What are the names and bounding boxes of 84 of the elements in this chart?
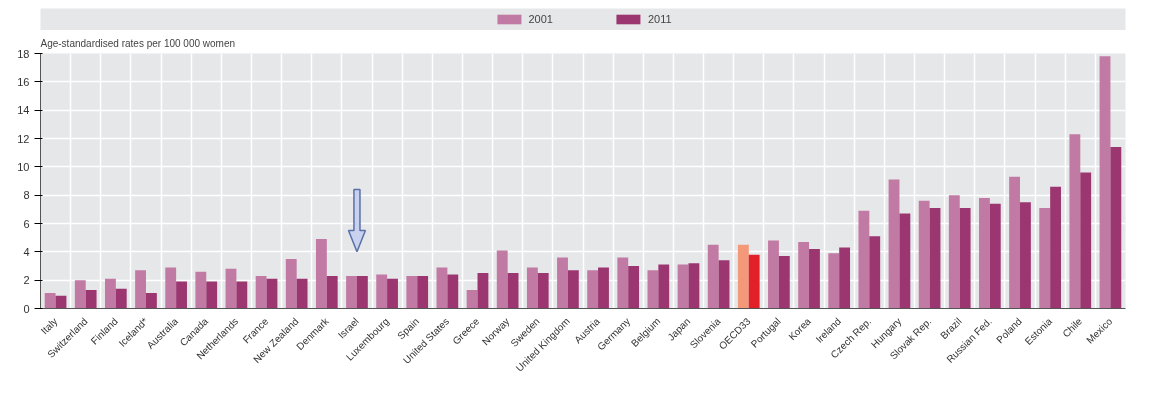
bar [447, 274, 459, 309]
bar [959, 207, 971, 309]
bar [989, 203, 1001, 309]
bar [628, 266, 640, 309]
bar [526, 267, 538, 309]
bar [1069, 134, 1081, 309]
bar [948, 195, 960, 309]
y-tick-label: 4 [23, 245, 30, 258]
y-axis-title: Age-standardised rates per 100 000 women [40, 37, 236, 49]
bar [165, 267, 177, 309]
bar [748, 254, 760, 309]
bar [1099, 56, 1111, 309]
bar [85, 290, 97, 309]
bar [979, 198, 990, 309]
bar [918, 200, 930, 309]
bar [466, 290, 478, 309]
y-tick-label: 0 [23, 302, 30, 315]
bar [1110, 147, 1122, 309]
bar [115, 288, 127, 309]
bar [195, 271, 207, 309]
bar [387, 278, 398, 309]
bar [1009, 176, 1021, 309]
legend-label: 2011 [647, 13, 672, 25]
y-tick-label: 14 [17, 104, 30, 117]
bar [296, 278, 308, 309]
bar [315, 239, 327, 309]
bar [537, 273, 549, 309]
bar [255, 275, 267, 309]
y-tick-label: 12 [17, 132, 30, 145]
bar [285, 258, 297, 309]
bar [406, 275, 418, 309]
y-tick-label: 10 [17, 160, 30, 173]
y-tick-label: 8 [23, 189, 30, 202]
bar [858, 210, 870, 309]
bar [376, 274, 388, 309]
bar [718, 260, 730, 309]
bar [869, 236, 881, 309]
bar [477, 273, 489, 309]
y-tick-label: 18 [17, 47, 30, 60]
bar [176, 281, 187, 309]
bar [105, 278, 116, 309]
y-tick-label: 16 [17, 75, 30, 88]
bar [839, 247, 851, 309]
bar [617, 257, 629, 309]
bar [436, 267, 448, 309]
legend-label: 2001 [528, 13, 553, 25]
bar [587, 270, 599, 309]
y-tick-label: 2 [23, 274, 30, 287]
bar [929, 207, 941, 309]
bar [598, 267, 609, 309]
bar [135, 270, 146, 309]
bar [266, 278, 278, 309]
bar [236, 281, 248, 309]
bar [737, 244, 749, 309]
bar [225, 268, 237, 309]
bar [507, 273, 519, 309]
bar [809, 249, 820, 309]
bar [44, 292, 56, 309]
bar [647, 270, 659, 309]
bar [688, 263, 700, 309]
bar [496, 250, 508, 309]
bar [1050, 186, 1061, 309]
bar [677, 264, 689, 309]
bar [768, 240, 779, 309]
bar [346, 275, 357, 309]
bar [145, 292, 157, 309]
bar [778, 256, 790, 309]
bar [888, 179, 900, 309]
bar [899, 213, 911, 309]
bar [567, 270, 579, 309]
bar [356, 275, 368, 309]
bar [206, 281, 218, 309]
bar [557, 257, 568, 309]
bar [707, 244, 719, 309]
bar [828, 253, 840, 309]
bar [658, 264, 670, 309]
y-tick-label: 6 [23, 217, 30, 230]
bar [417, 275, 429, 309]
bar [326, 275, 338, 309]
bar [798, 241, 810, 309]
bar [74, 280, 86, 309]
bar [1080, 172, 1092, 309]
bar [1039, 207, 1051, 309]
bar [1020, 202, 1031, 309]
